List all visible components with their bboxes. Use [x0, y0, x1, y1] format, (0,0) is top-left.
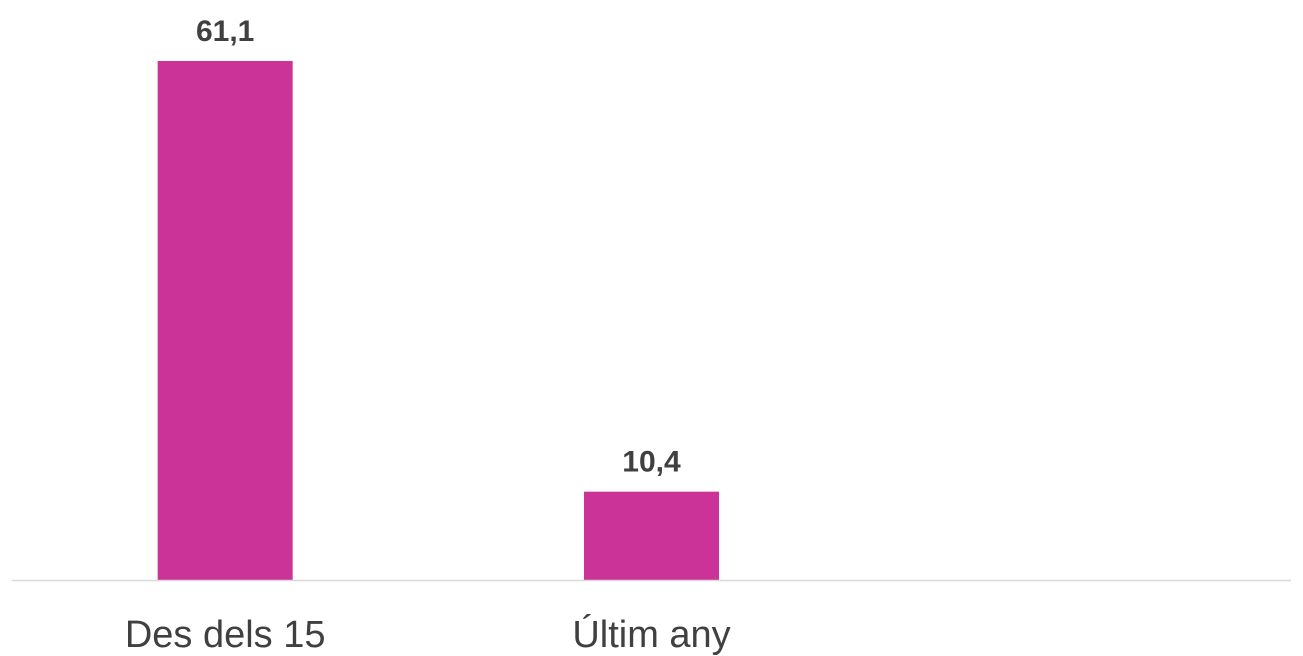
category-label-2: Últim any [572, 613, 730, 656]
bar-1 [157, 61, 293, 580]
value-label-1: 61,1 [196, 15, 254, 48]
bar-2 [584, 491, 719, 580]
value-label-2: 10,4 [622, 446, 681, 479]
value-labels-group: 61,1 10,4 [196, 15, 681, 479]
bars-group [157, 61, 719, 580]
category-labels-group: Des dels 15 Últim any [125, 613, 731, 656]
category-label-1: Des dels 15 [125, 614, 326, 656]
